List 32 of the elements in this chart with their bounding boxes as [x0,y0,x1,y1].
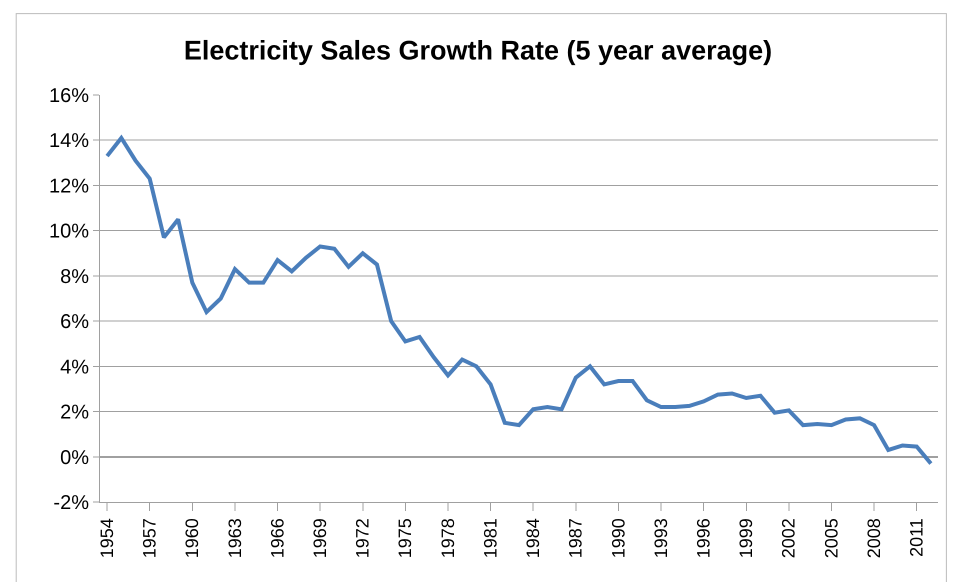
y-tick-label: 0% [60,446,90,469]
x-tick-label: 1981 [480,518,500,558]
y-tick-label: 10% [48,220,90,243]
x-tick-label: 2002 [778,518,799,558]
x-tick-label: 1966 [267,518,288,558]
x-tick-label: 1954 [96,518,117,558]
x-tick-label: 1963 [224,518,245,558]
x-tick-label: 1999 [736,518,756,558]
y-tick-label: 6% [60,311,90,334]
x-tick-label: 1984 [523,518,544,558]
x-tick-label: 1960 [182,518,202,558]
y-tick-label: 4% [60,356,90,378]
chart-title: Electricity Sales Growth Rate (5 year average) [184,36,772,66]
y-tick-label: 14% [48,130,90,152]
x-tick-label: 1993 [650,518,671,558]
y-tick-label: -2% [53,492,90,514]
x-tick-label: 1996 [693,518,714,558]
line-series [105,136,933,466]
y-tick-label: 8% [60,266,90,288]
x-tick-label: 1972 [352,518,373,558]
x-tick-label: 1957 [140,518,160,558]
x-tick-label: 2005 [821,518,842,558]
x-tick-label: 1975 [395,518,416,558]
y-tick-label: 12% [48,175,90,198]
x-tick-label: 1987 [566,518,586,558]
y-tick-label: 16% [48,85,90,107]
x-tick-label: 1990 [608,518,628,558]
x-tick-label: 1978 [438,518,458,558]
x-tick-label: 1969 [310,518,330,558]
x-tick-label: 2008 [864,518,884,558]
x-tick-label: 2011 [906,518,927,557]
y-tick-label: 2% [60,402,90,424]
